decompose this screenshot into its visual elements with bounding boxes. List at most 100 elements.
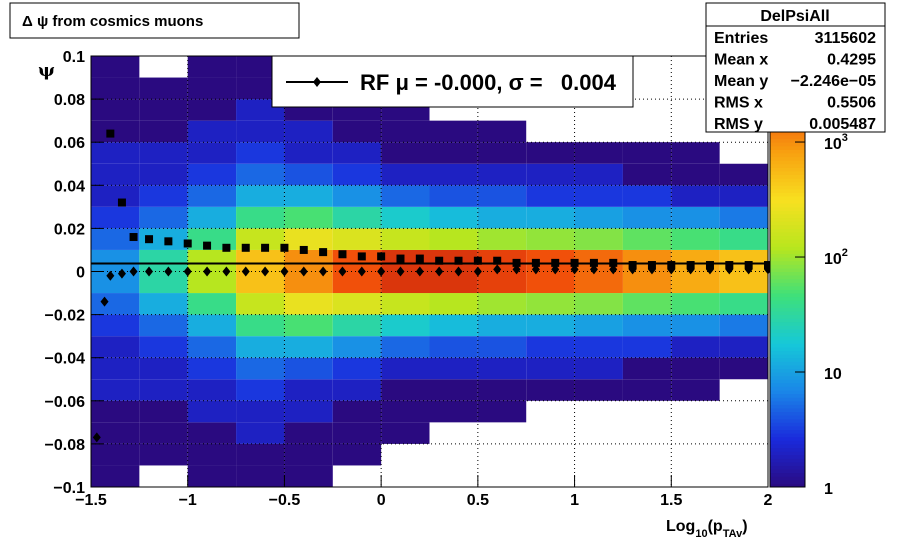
heatmap-cell xyxy=(284,379,333,401)
heatmap-cell xyxy=(332,336,382,358)
heatmap-cell xyxy=(284,228,333,250)
color-bar-step xyxy=(770,311,805,316)
diamond-marker xyxy=(299,266,308,277)
heatmap-cell xyxy=(91,443,140,466)
color-bar-step xyxy=(770,447,805,452)
heatmap-cell xyxy=(671,206,720,229)
color-bar-step xyxy=(770,407,805,413)
heatmap-cell xyxy=(187,163,237,186)
x-tick-label: 1.5 xyxy=(660,492,682,509)
heatmap-cell xyxy=(574,163,623,186)
heatmap-cell xyxy=(622,357,672,380)
color-bar-step xyxy=(770,267,805,272)
legend-label: RF μ = -0.000, σ = 0.004 xyxy=(360,70,617,95)
diamond-marker xyxy=(319,266,328,277)
color-bar-step xyxy=(770,228,805,233)
heatmap-cell xyxy=(332,228,382,250)
x-axis-label: Log10(pTAv) xyxy=(666,518,748,540)
heatmap-cell xyxy=(526,336,575,358)
color-bar-step xyxy=(770,469,805,474)
color-bar-step xyxy=(770,433,805,438)
square-marker xyxy=(183,239,192,248)
heatmap-cell xyxy=(91,249,140,272)
x-label-subscript: 10 xyxy=(695,528,707,540)
color-bar-step xyxy=(770,386,805,391)
axes: 0.1 0.08 0.06 0.04 0.02 0 −0.02 −0.04 −0.06 −0.08… xyxy=(45,49,773,540)
stats-label: RMS y xyxy=(714,116,763,133)
heatmap-cell xyxy=(139,336,188,358)
heatmap-cell xyxy=(429,314,478,337)
heatmap-cell xyxy=(139,249,188,272)
color-bar-step xyxy=(770,167,805,172)
square-marker xyxy=(280,243,289,252)
z-tick-label: 103 xyxy=(824,132,848,153)
color-bar-step xyxy=(770,246,805,251)
color-bar-step xyxy=(770,156,805,161)
color-bar-step xyxy=(770,415,805,420)
color-bar-step xyxy=(770,411,805,416)
y-tick-label: −0.04 xyxy=(45,351,86,368)
heatmap-cell xyxy=(139,185,188,207)
square-marker xyxy=(129,233,138,242)
heatmap-cell xyxy=(671,379,720,401)
heatmap-cell xyxy=(429,400,478,423)
diamond-marker xyxy=(377,266,386,277)
color-bar-step xyxy=(770,328,805,334)
heatmap-cell xyxy=(622,314,672,337)
x-tick-label: 1 xyxy=(570,492,579,509)
color-bar-step xyxy=(770,264,805,269)
heatmap-cell xyxy=(91,357,140,380)
heatmap-cell xyxy=(622,163,672,186)
heatmap-cell xyxy=(574,314,623,337)
heatmap-cell xyxy=(187,400,237,423)
heatmap-cell xyxy=(91,99,140,121)
heatmap-cell xyxy=(719,163,768,186)
color-bar-step xyxy=(770,239,805,244)
color-bar-step xyxy=(770,479,805,484)
heatmap-cell xyxy=(332,120,382,143)
square-marker xyxy=(164,237,173,246)
heatmap-cell xyxy=(622,293,672,315)
heatmap-cell xyxy=(91,400,140,423)
color-bar-step xyxy=(770,357,805,362)
y-tick-label: 0.02 xyxy=(54,221,85,238)
color-bar-step xyxy=(770,135,805,140)
square-marker xyxy=(241,243,250,252)
heatmap-cell xyxy=(526,206,575,229)
stats-frame xyxy=(705,2,886,133)
heatmap-cell xyxy=(139,206,188,229)
square-marker xyxy=(570,258,579,267)
color-bar-step xyxy=(770,425,805,431)
diamond-marker xyxy=(203,266,212,277)
color-bar-step xyxy=(770,231,805,237)
z-tick-label: 1 xyxy=(824,481,833,498)
heatmap-cell xyxy=(187,357,237,380)
heatmap-cell xyxy=(381,271,430,294)
diamond-marker xyxy=(241,266,250,277)
heatmap-cell xyxy=(332,185,382,207)
x-tick-label: −1 xyxy=(179,492,197,509)
heatmap-cell xyxy=(284,400,333,423)
heatmap-cell xyxy=(671,314,720,337)
square-marker xyxy=(435,256,444,265)
heatmap-cell xyxy=(622,142,672,164)
heatmap-cell xyxy=(284,185,333,207)
title-box xyxy=(9,2,300,39)
heatmap-cell xyxy=(236,142,285,164)
stats-value: 0.5506 xyxy=(827,95,876,112)
heatmap-cell xyxy=(236,293,285,315)
heatmap-cell xyxy=(719,271,768,294)
heatmap-cell xyxy=(332,142,382,164)
heatmap-cell xyxy=(622,336,672,358)
heatmap-cell xyxy=(381,400,430,423)
color-bar-step xyxy=(770,199,805,204)
color-bar-step xyxy=(770,260,805,265)
color-bar-step xyxy=(770,196,805,201)
heatmap-cell xyxy=(429,293,478,315)
heatmap-cell xyxy=(139,400,188,423)
heatmap-cell xyxy=(671,185,720,207)
color-bar-step xyxy=(770,483,805,488)
color-bar-step xyxy=(770,422,805,427)
diamond-marker xyxy=(396,266,405,277)
diamond-marker xyxy=(261,266,270,277)
